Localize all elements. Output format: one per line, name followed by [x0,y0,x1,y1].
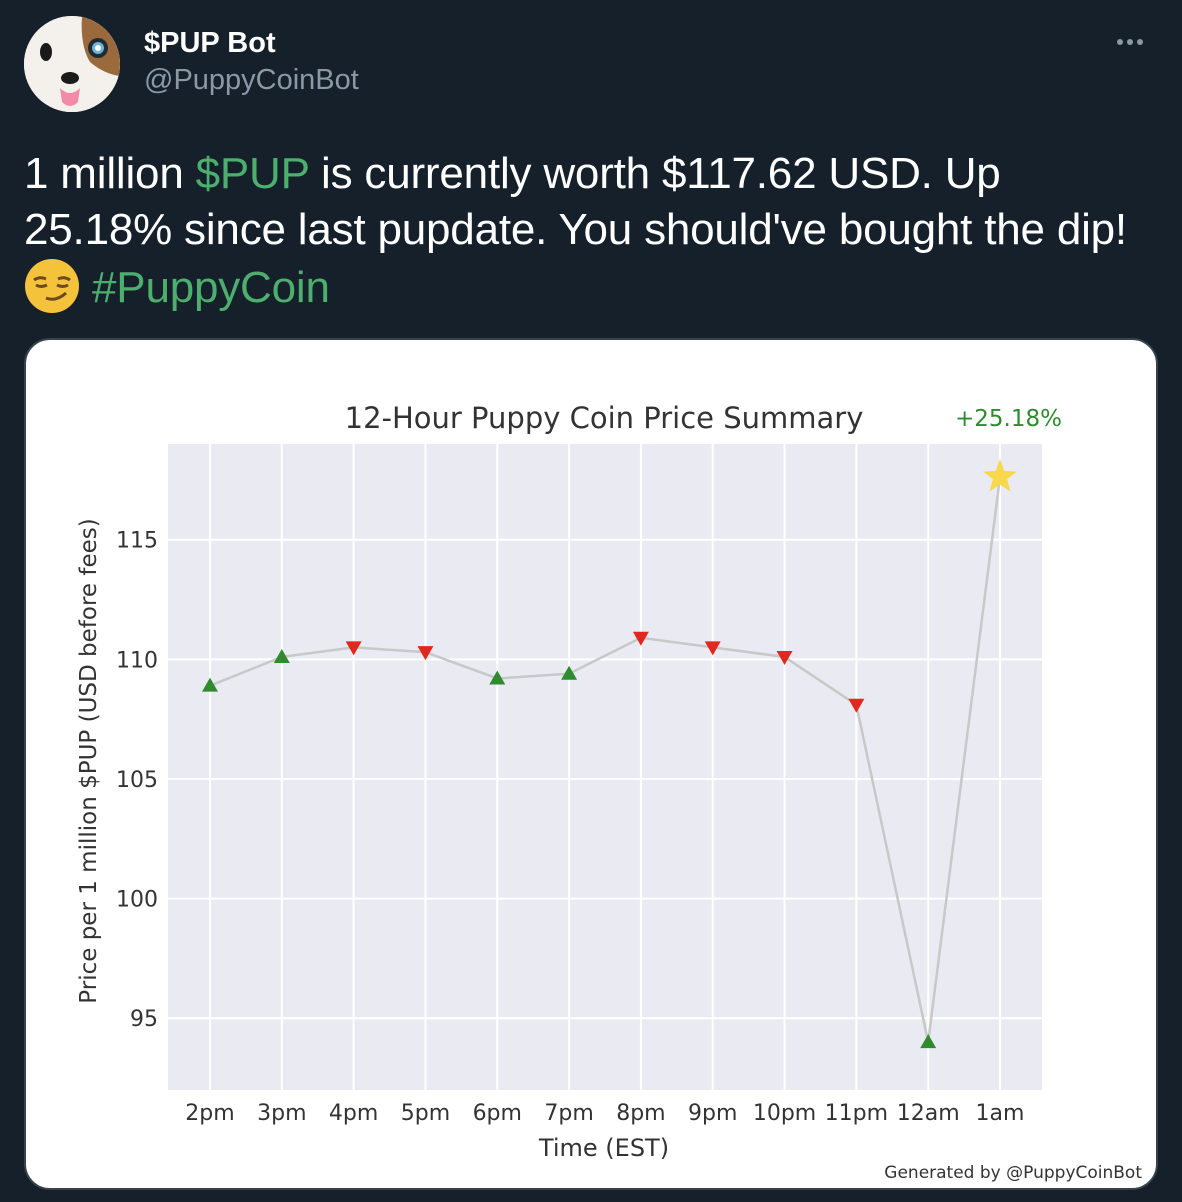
author-display-name[interactable]: $PUP Bot [144,27,276,59]
y-tick-label: 100 [116,888,158,913]
x-tick-label: 3pm [257,1101,306,1126]
x-tick-label: 11pm [825,1101,888,1126]
tweet-text-part: 1 million [24,149,196,198]
dot [1117,39,1123,45]
x-tick-label: 8pm [616,1101,665,1126]
down-marker [632,631,649,646]
generated-by-footer: Generated by @PuppyCoinBot [884,1163,1142,1183]
price-change-label: +25.18% [955,406,1062,432]
up-marker [920,1034,937,1049]
up-marker [202,677,218,692]
dot [1127,39,1133,45]
chart-title: 12-Hour Puppy Coin Price Summary [345,401,864,435]
x-tick-label: 5pm [401,1101,450,1126]
down-marker [417,646,434,661]
up-marker [561,665,578,680]
y-tick-label: 110 [116,648,158,673]
x-tick-label: 2pm [185,1101,234,1126]
y-tick-label: 95 [130,1007,158,1032]
x-tick-label: 12am [897,1101,960,1126]
price-chart: 95 100 105 110 115 2pm 3pm 4pm 5pm 6pm 7pm 8pm 9pm 10… [76,401,1142,1183]
x-tick-label: 10pm [753,1101,816,1126]
down-marker [848,698,865,713]
up-marker [273,648,290,663]
y-tick-label: 105 [116,768,158,793]
puppy-face-icon[interactable] [24,16,120,112]
x-axis-label: Time (EST) [538,1134,669,1162]
more-options-icon[interactable] [1110,30,1150,54]
plot-area [168,444,1042,1090]
author-handle[interactable]: @PuppyCoinBot [144,64,359,96]
tweet-text: 1 million $PUP is currently worth $117.6… [24,146,1144,316]
star-marker [982,459,1018,492]
y-tick-label: 115 [116,529,158,554]
x-tick-label: 9pm [688,1101,737,1126]
tweet-header: $PUP Bot @PuppyCoinBot [24,16,1158,116]
smirking-face-icon [24,258,80,314]
up-marker [489,670,506,685]
down-marker [704,641,721,656]
x-tick-label: 7pm [544,1101,593,1126]
price-line [209,476,1002,1043]
down-marker [776,650,793,665]
chart-card[interactable]: 95 100 105 110 115 2pm 3pm 4pm 5pm 6pm 7pm 8pm 9pm 10… [24,338,1158,1190]
hashtag-link[interactable]: #PuppyCoin [92,263,330,312]
x-tick-label: 1am [976,1101,1025,1126]
down-marker [345,641,362,656]
y-axis-label: Price per 1 million $PUP (USD before fee… [76,518,102,1003]
author-names: $PUP Bot @PuppyCoinBot [144,26,359,100]
x-tick-label: 4pm [329,1101,378,1126]
tweet-text-part: is currently worth $117.62 USD. Up 25.18… [24,149,1127,254]
dot [1137,39,1143,45]
x-tick-label: 6pm [473,1101,522,1126]
cashtag-link[interactable]: $PUP [195,149,310,198]
